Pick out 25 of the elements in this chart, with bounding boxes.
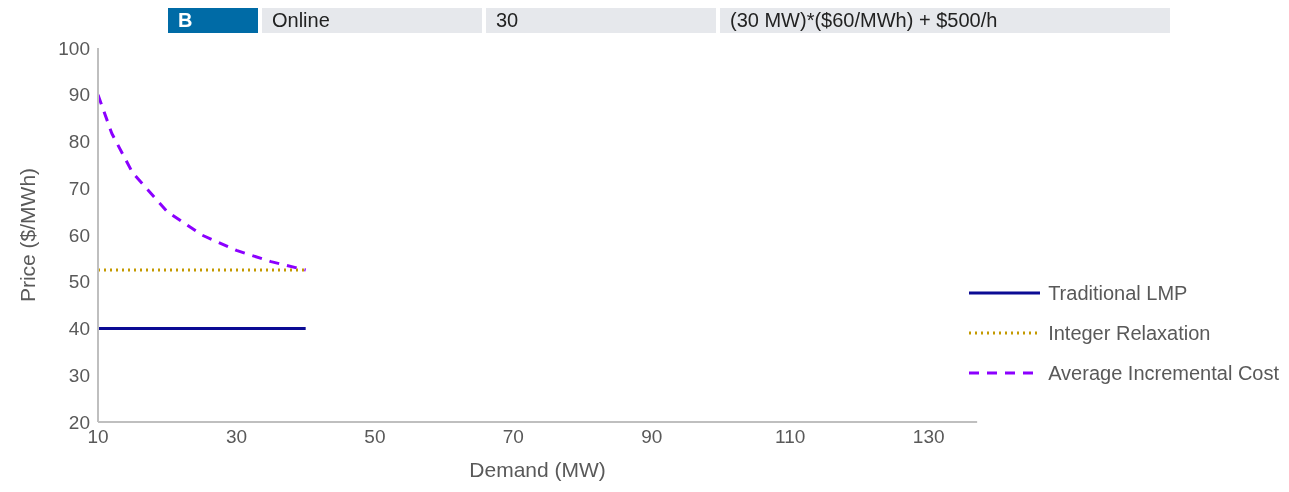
y-tick-label: 30 — [68, 364, 90, 386]
x-tick-label: 110 — [775, 426, 806, 448]
legend-label: Average Incremental Cost — [1048, 361, 1279, 386]
text: Online — [262, 8, 482, 33]
x-tick-label: 90 — [641, 426, 663, 448]
legend-label: Traditional LMP — [1048, 281, 1188, 306]
x-tick-label: 70 — [502, 426, 524, 448]
line-series — [98, 93, 308, 272]
text: (30 MW)*($60/MWh) + $500/h — [720, 8, 1170, 33]
x-tick-label: 30 — [225, 426, 248, 448]
y-axis-title: Price ($/MWh) — [16, 167, 40, 303]
text: 30 — [486, 8, 716, 33]
x-tick-label: 130 — [912, 426, 945, 448]
y-tick-label: 60 — [68, 224, 90, 246]
x-axis-title: Demand (MW) — [469, 458, 606, 481]
y-tick-label: 20 — [68, 411, 90, 433]
y-tick-label: 80 — [68, 131, 90, 153]
text: B — [168, 8, 258, 33]
y-tick-label: 50 — [68, 271, 90, 293]
y-tick-label: 40 — [68, 318, 90, 340]
x-tick-label: 50 — [364, 426, 386, 448]
legend-label: Integer Relaxation — [1048, 321, 1211, 346]
y-tick-label: 100 — [58, 37, 90, 59]
y-tick-label: 90 — [68, 84, 90, 106]
y-tick-label: 70 — [68, 177, 90, 199]
